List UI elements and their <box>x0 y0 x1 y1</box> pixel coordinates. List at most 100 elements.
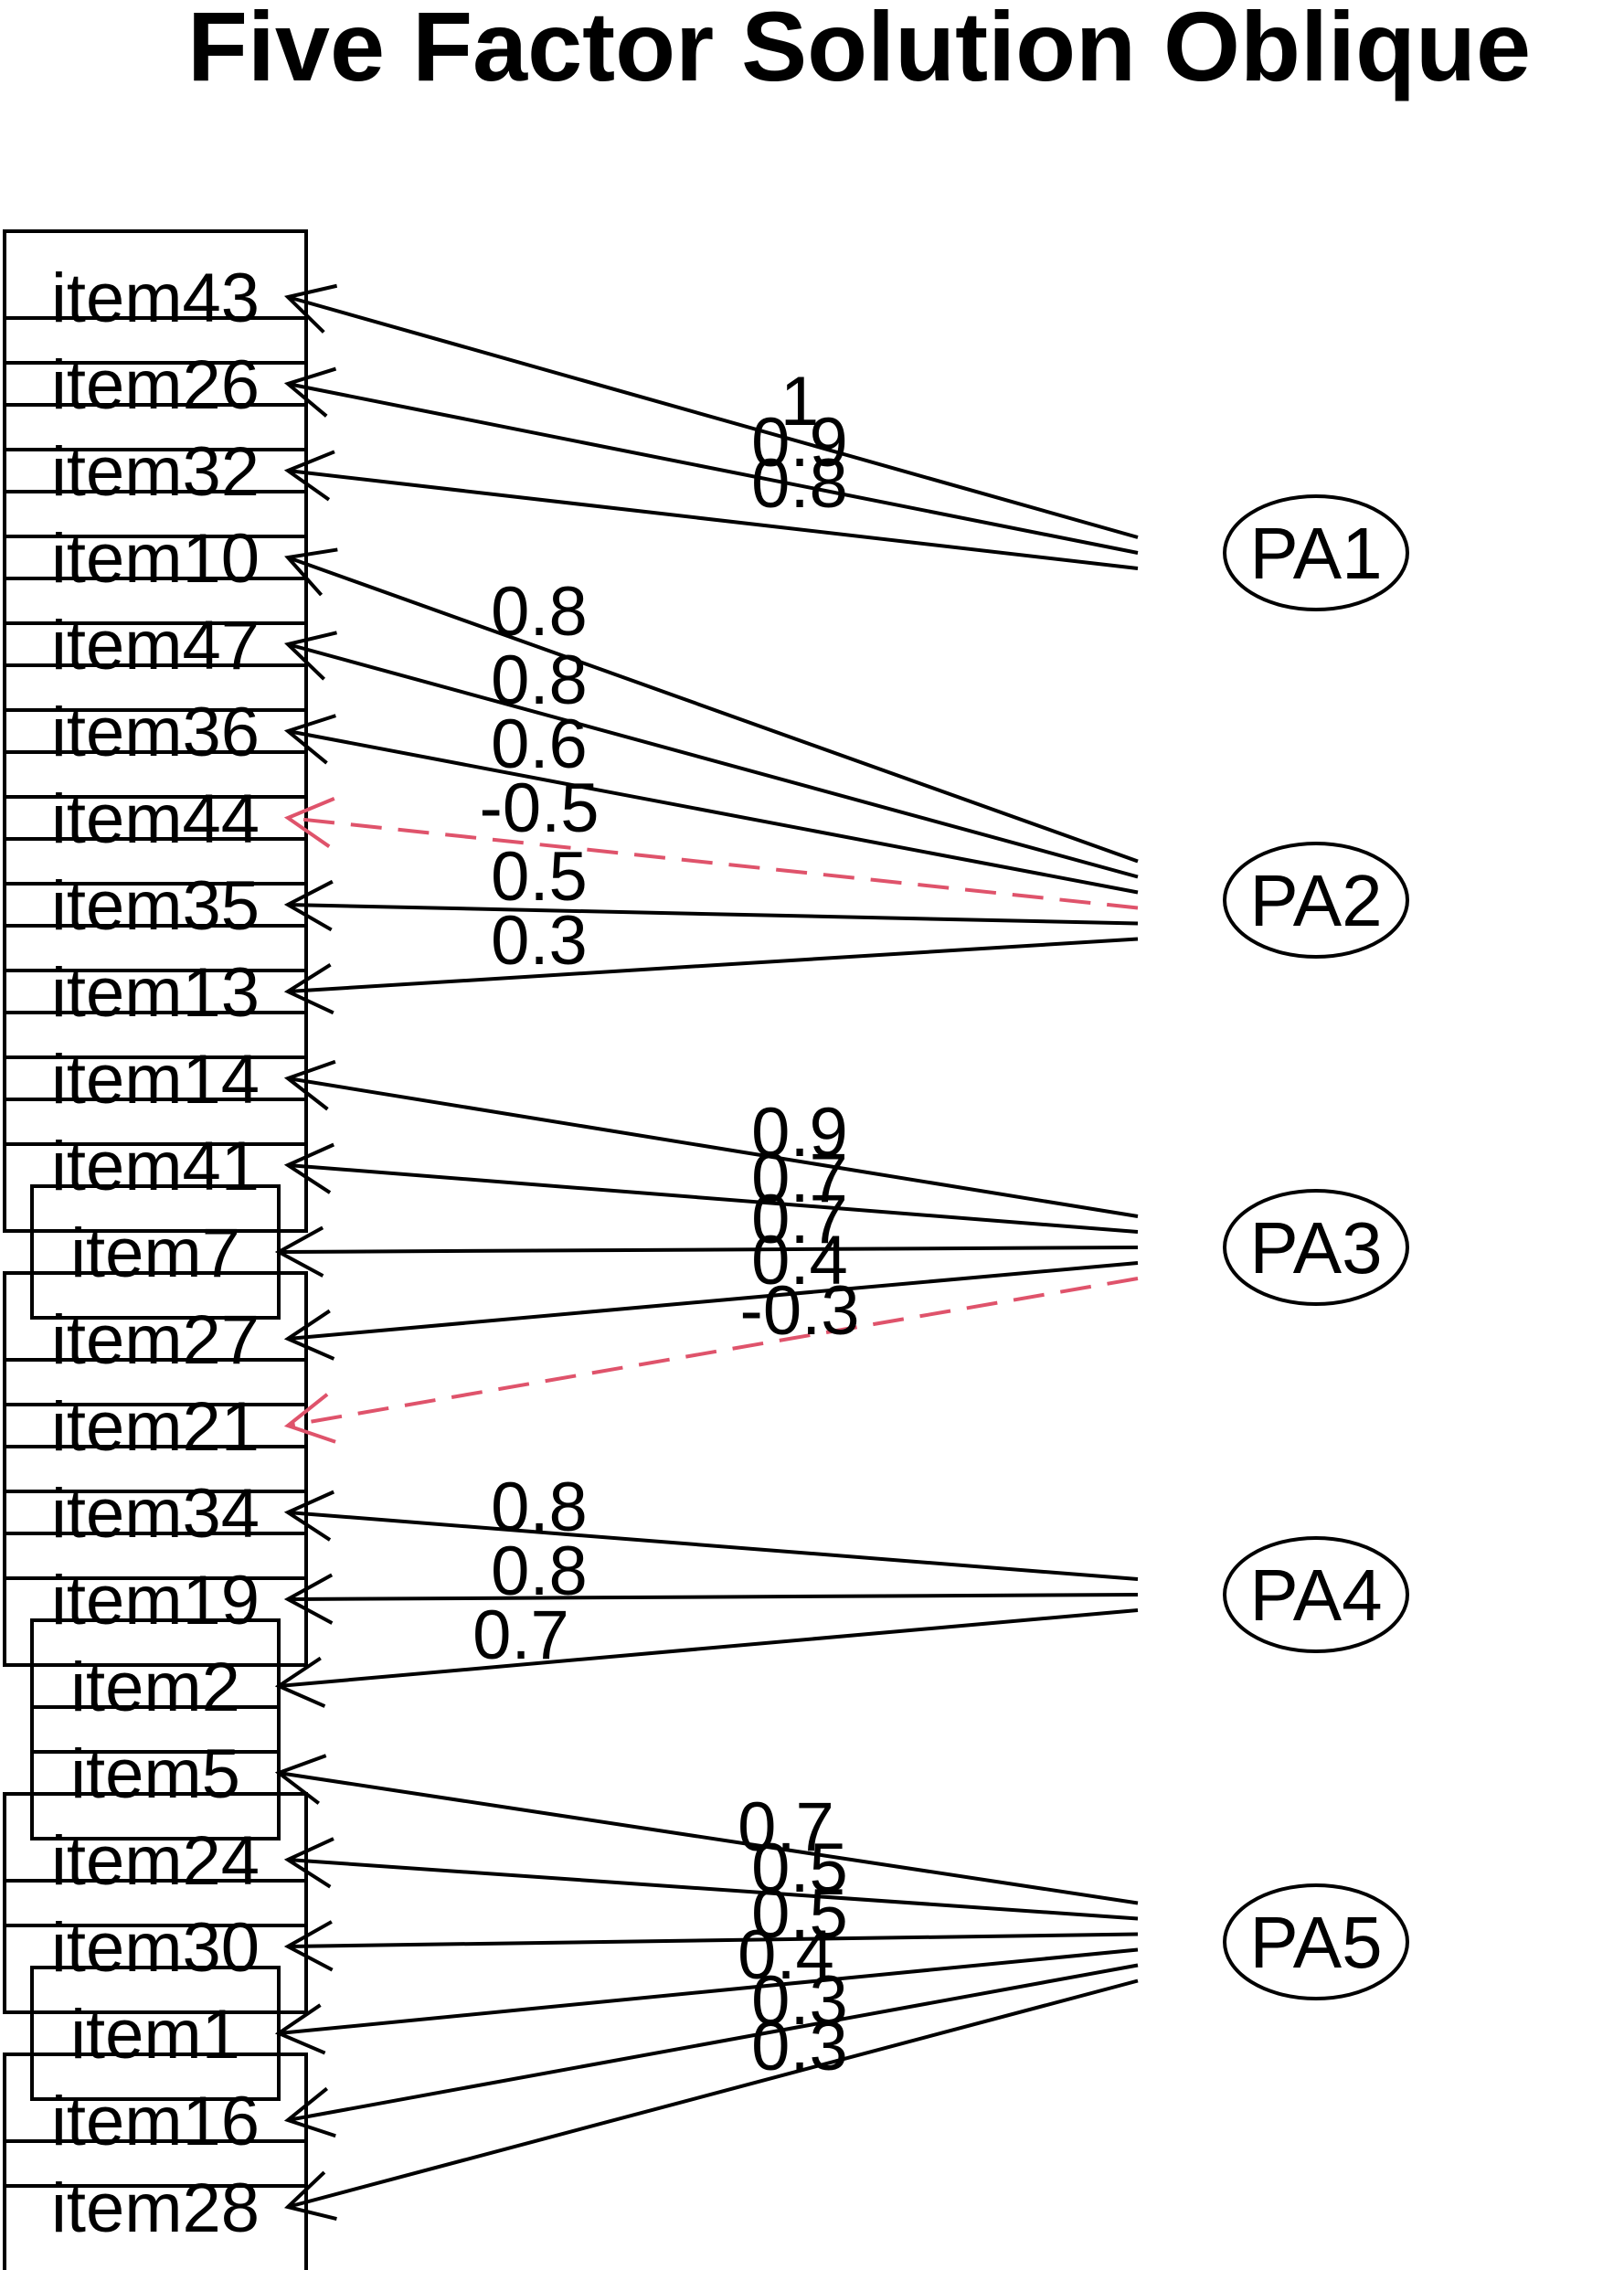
item-box <box>3 663 308 799</box>
loading-edge <box>287 1593 1139 1601</box>
diagram-title: Five Factor Solution Oblique <box>187 0 1531 101</box>
loading-value: 0.6 <box>491 705 588 783</box>
loading-edge <box>278 1771 1139 1905</box>
loading-edge <box>287 642 1139 879</box>
item-label: item16 <box>51 2083 260 2160</box>
item-label: item10 <box>51 520 260 598</box>
factor-node <box>1223 1883 1409 2000</box>
item-label: item5 <box>70 1735 240 1813</box>
arrowhead <box>283 714 336 765</box>
loading-value: 0.5 <box>751 1875 848 1953</box>
arrowhead <box>283 1309 335 1361</box>
loading-value: -0.5 <box>480 769 600 847</box>
loading-edge <box>278 1608 1139 1688</box>
item-box <box>3 229 308 365</box>
item-box <box>3 403 308 538</box>
loading-value: 0.3 <box>491 902 588 980</box>
item-label: item24 <box>51 1822 260 1900</box>
loading-edge <box>287 1932 1139 1948</box>
arrowhead <box>274 1656 326 1708</box>
loading-edge <box>287 1163 1139 1234</box>
factor-label: PA2 <box>1249 860 1382 941</box>
loading-value: 0.7 <box>472 1596 569 1674</box>
loading-edge <box>287 1277 1139 1427</box>
item-label: item13 <box>51 954 260 1032</box>
item-label: item30 <box>51 1909 260 1987</box>
arrowhead <box>284 547 338 597</box>
loading-edge <box>278 1947 1139 2035</box>
arrowhead <box>274 1754 327 1805</box>
loading-edge <box>287 1511 1139 1581</box>
item-label: item14 <box>51 1041 260 1119</box>
loading-edge <box>278 1246 1139 1254</box>
loading-edge <box>287 1963 1139 2122</box>
factor-node <box>1223 494 1409 611</box>
item-label: item21 <box>51 1388 260 1466</box>
item-label: item19 <box>51 1562 260 1639</box>
factor-label: PA3 <box>1249 1207 1382 1289</box>
arrowhead <box>274 2003 326 2055</box>
item-label: item7 <box>70 1215 240 1292</box>
loading-value: 0.4 <box>738 1916 834 1994</box>
arrowhead <box>283 2170 337 2222</box>
loading-edge <box>287 1978 1139 2209</box>
loading-edge <box>287 937 1139 993</box>
item-label: item32 <box>51 433 260 511</box>
loading-edge <box>287 556 1139 864</box>
loading-value: 0.8 <box>491 642 588 719</box>
arrowhead <box>283 879 334 932</box>
loading-edge <box>287 903 1139 926</box>
arrowhead <box>283 1142 335 1194</box>
factor-node <box>1223 1189 1409 1306</box>
arrowhead <box>283 963 334 1015</box>
loading-value: 0.8 <box>491 1469 588 1546</box>
item-label: item43 <box>51 260 260 337</box>
loading-value: 0.7 <box>738 1788 834 1866</box>
item-label: item41 <box>51 1128 260 1205</box>
factor-label: PA4 <box>1249 1554 1382 1636</box>
arrowhead <box>283 366 337 418</box>
arrowhead <box>283 1837 334 1889</box>
loading-value: 0.9 <box>751 1094 848 1172</box>
loading-edge <box>287 382 1139 555</box>
item-label: item34 <box>51 1475 260 1553</box>
loading-value: 1 <box>780 363 819 440</box>
item-box <box>3 577 308 712</box>
loading-value: 0.9 <box>751 404 848 482</box>
loading-value: 0.5 <box>751 1830 848 1907</box>
arrowhead <box>283 2086 336 2138</box>
item-label: item1 <box>70 1996 240 2074</box>
arrowhead <box>283 1573 334 1625</box>
item-box <box>3 1011 308 1146</box>
loading-value: 0.8 <box>751 445 848 523</box>
loading-value: 0.7 <box>751 1140 848 1217</box>
loading-value: 0.5 <box>491 838 588 916</box>
item-label: item28 <box>51 2169 260 2247</box>
arrowhead <box>283 1490 335 1542</box>
loading-edge <box>287 1077 1139 1218</box>
item-box <box>3 2053 308 2188</box>
arrowhead <box>283 1920 334 1972</box>
loading-edge <box>287 1261 1139 1341</box>
item-box <box>3 750 308 886</box>
arrowhead <box>283 283 338 334</box>
item-label: item26 <box>51 346 260 424</box>
loading-edge <box>287 729 1139 895</box>
item-box <box>3 1358 308 1493</box>
arrowhead <box>283 1393 336 1444</box>
loading-edge <box>287 295 1139 539</box>
factor-node <box>1223 1536 1409 1653</box>
item-label: item44 <box>51 780 260 858</box>
arrowhead <box>283 450 335 502</box>
factor-label: PA5 <box>1249 1902 1382 1983</box>
factor-nodes: PA1 PA2 PA3 PA4 PA5 <box>1223 494 1409 2000</box>
item-label: item2 <box>70 1649 240 1726</box>
loading-edge <box>287 1858 1139 1921</box>
loading-value: 0.8 <box>491 573 588 651</box>
factor-node <box>1223 842 1409 959</box>
item-label: item35 <box>51 867 260 945</box>
item-box <box>3 316 308 451</box>
loading-value: 0.3 <box>751 1962 848 2040</box>
loading-edge <box>287 816 1139 910</box>
